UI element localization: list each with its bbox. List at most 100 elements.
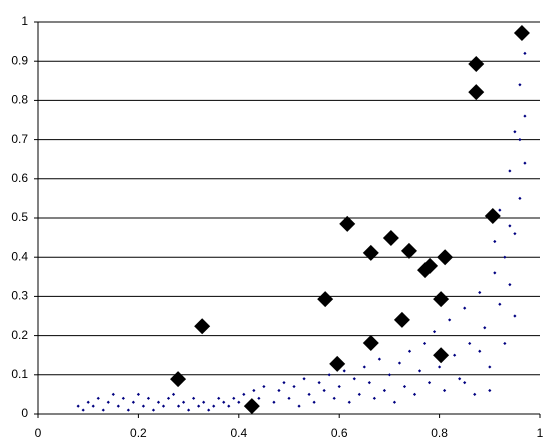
point	[513, 232, 517, 236]
point	[131, 400, 135, 404]
point	[202, 400, 206, 404]
point	[503, 255, 507, 259]
point	[96, 396, 100, 400]
point	[337, 384, 341, 389]
point	[232, 396, 236, 400]
y-tick-label: 1	[21, 14, 28, 28]
x-tick-label: 1	[537, 426, 544, 440]
point	[488, 365, 492, 369]
point	[407, 349, 412, 353]
diamond-marker	[468, 55, 485, 72]
point	[146, 396, 151, 400]
point	[187, 408, 191, 412]
y-tick-label: 0.9	[11, 53, 28, 67]
point	[277, 388, 281, 393]
y-tick-label: 0.1	[11, 367, 28, 381]
point	[357, 392, 361, 396]
point	[523, 114, 527, 118]
diamond-marker	[437, 249, 454, 266]
point	[518, 83, 522, 87]
point	[181, 400, 186, 404]
y-tick-label: 0.2	[11, 328, 28, 342]
point	[458, 377, 462, 381]
point	[227, 404, 231, 408]
point	[417, 369, 422, 373]
point	[523, 51, 527, 55]
x-tick-label: 0.8	[431, 426, 448, 440]
point	[453, 353, 457, 357]
point	[382, 388, 386, 393]
point	[508, 169, 512, 173]
diamond-marker	[468, 84, 485, 101]
diamond-marker	[339, 215, 356, 232]
point	[372, 396, 376, 400]
diamond-marker	[433, 291, 450, 308]
diamond-marker	[362, 335, 379, 352]
point	[302, 377, 306, 381]
point	[171, 392, 176, 396]
point	[397, 361, 402, 365]
point	[207, 408, 211, 412]
point	[503, 341, 507, 346]
y-tick-label: 0.5	[11, 210, 28, 224]
point	[282, 381, 286, 385]
point	[86, 400, 90, 404]
diamond-marker	[362, 244, 379, 261]
diamond-marker	[243, 398, 260, 415]
point	[327, 373, 331, 377]
point	[508, 224, 512, 228]
y-tick-label: 0.8	[11, 93, 28, 107]
y-tick-label: 0.6	[11, 171, 28, 185]
point	[141, 404, 146, 408]
point	[518, 138, 522, 142]
point	[377, 357, 381, 361]
point	[493, 271, 497, 275]
point	[463, 306, 467, 310]
diamond-marker	[170, 371, 187, 388]
diamond-marker	[329, 355, 346, 372]
y-tick-label: 0	[21, 406, 28, 420]
point	[402, 384, 407, 389]
diamond-marker	[317, 291, 334, 308]
point	[161, 404, 166, 408]
point	[217, 396, 221, 400]
x-tick-label: 0	[35, 426, 42, 440]
point	[473, 392, 477, 396]
point	[498, 208, 502, 212]
point	[176, 404, 181, 408]
diamond-marker	[382, 229, 399, 246]
point	[483, 326, 487, 330]
point	[262, 384, 266, 389]
point	[237, 400, 241, 404]
point	[448, 318, 452, 322]
point	[257, 396, 261, 400]
y-tick-label: 0.3	[11, 289, 28, 303]
diamond-marker	[513, 24, 530, 41]
point	[197, 404, 201, 408]
point	[347, 400, 351, 404]
diamond-marker	[400, 242, 417, 259]
point	[287, 396, 291, 400]
point	[493, 239, 497, 244]
point	[111, 392, 115, 396]
point	[478, 349, 482, 353]
x-tick-label: 0.2	[130, 426, 147, 440]
point	[91, 404, 95, 408]
point	[292, 384, 296, 389]
point	[518, 196, 522, 200]
point	[392, 400, 397, 404]
point	[362, 365, 366, 369]
diamond-marker	[484, 208, 501, 225]
y-tick-label: 0.4	[11, 249, 28, 263]
point	[297, 404, 301, 408]
point	[101, 408, 105, 412]
point	[116, 404, 120, 408]
diamond-marker	[393, 311, 410, 328]
point	[513, 314, 517, 318]
point	[367, 381, 371, 385]
x-tick-label: 0.6	[331, 426, 348, 440]
point	[422, 341, 427, 346]
point	[342, 369, 346, 373]
